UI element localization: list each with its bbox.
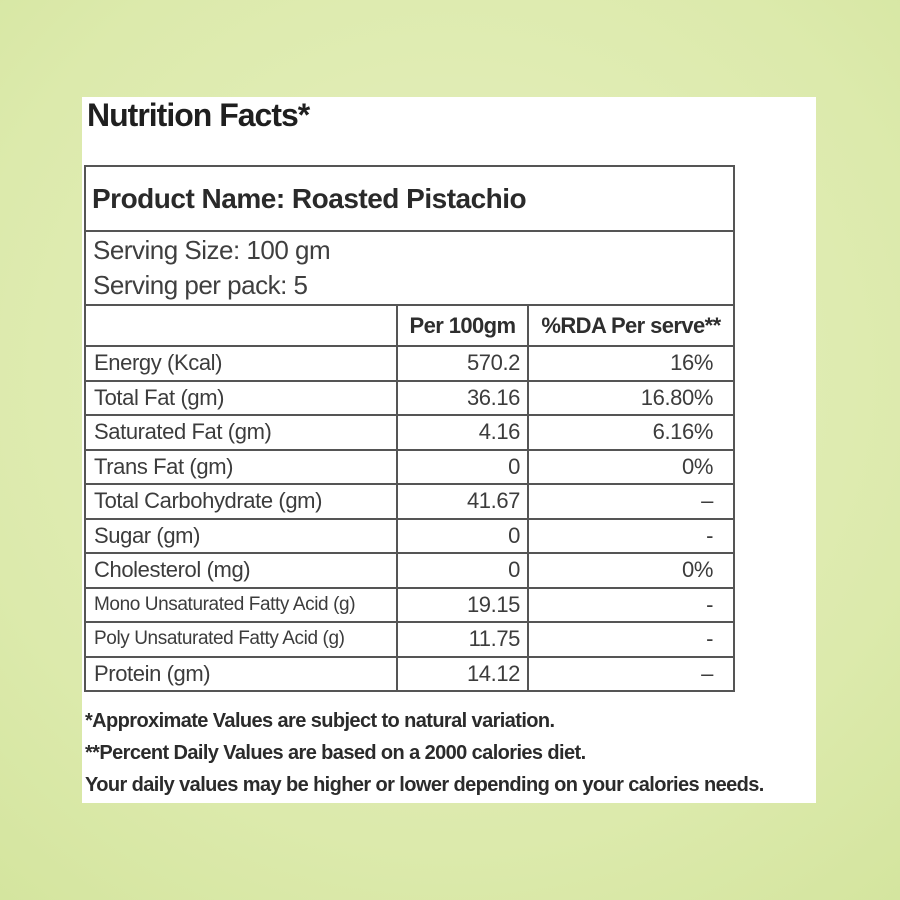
nutrient-label: Energy (Kcal) (84, 345, 398, 382)
nutrient-label: Mono Unsaturated Fatty Acid (g) (84, 586, 398, 623)
nutrient-rda: - (527, 517, 735, 554)
serving-info-row: Serving Size: 100 gm Serving per pack: 5 (84, 230, 735, 306)
table-row-poly-unsaturated: Poly Unsaturated Fatty Acid (g) 11.75 - (84, 621, 735, 658)
nutrient-label: Poly Unsaturated Fatty Acid (g) (84, 621, 398, 658)
nutrient-value: 14.12 (396, 655, 529, 692)
nutrient-rda: 16% (527, 345, 735, 382)
nutrient-rda: 16.80% (527, 379, 735, 416)
nutrient-value: 41.67 (396, 483, 529, 520)
nutrient-label: Saturated Fat (gm) (84, 414, 398, 451)
nutrient-label: Total Carbohydrate (gm) (84, 483, 398, 520)
table-row-cholesterol: Cholesterol (mg) 0 0% (84, 552, 735, 589)
table-row-energy: Energy (Kcal) 570.2 16% (84, 345, 735, 382)
nutrient-rda: - (527, 621, 735, 658)
nutrient-value: 36.16 (396, 379, 529, 416)
nutrient-value: 570.2 (396, 345, 529, 382)
serving-size: Serving Size: 100 gm (93, 235, 331, 265)
nutrient-rda: – (527, 483, 735, 520)
serving-per-pack: Serving per pack: 5 (93, 270, 308, 300)
nutrient-label: Cholesterol (mg) (84, 552, 398, 589)
nutrient-rda: 0% (527, 552, 735, 589)
nutrient-rda: 6.16% (527, 414, 735, 451)
nutrient-label: Trans Fat (gm) (84, 448, 398, 485)
nutrient-rda: 0% (527, 448, 735, 485)
table-row-saturated-fat: Saturated Fat (gm) 4.16 6.16% (84, 414, 735, 451)
page-title: Nutrition Facts* (87, 97, 310, 133)
nutrient-value: 0 (396, 448, 529, 485)
column-header-per-100gm: Per 100gm (396, 304, 529, 347)
nutrient-value: 19.15 (396, 586, 529, 623)
footnote-percent-daily-values: **Percent Daily Values are based on a 20… (85, 742, 586, 764)
table-row-total-carbohydrate: Total Carbohydrate (gm) 41.67 – (84, 483, 735, 520)
table-row-protein: Protein (gm) 14.12 – (84, 655, 735, 692)
table-row-total-fat: Total Fat (gm) 36.16 16.80% (84, 379, 735, 416)
product-name: Product Name: Roasted Pistachio (84, 165, 735, 232)
column-header-empty (84, 304, 398, 347)
column-header-rda-per-serve: %RDA Per serve** (527, 304, 735, 347)
nutrient-value: 4.16 (396, 414, 529, 451)
nutrition-label-panel: Nutrition Facts* Product Name: Roasted P… (82, 97, 816, 803)
nutrient-value: 11.75 (396, 621, 529, 658)
nutrient-label: Sugar (gm) (84, 517, 398, 554)
table-row-mono-unsaturated: Mono Unsaturated Fatty Acid (g) 19.15 - (84, 586, 735, 623)
footnotes: *Approximate Values are subject to natur… (85, 705, 813, 801)
footnote-daily-values-note: Your daily values may be higher or lower… (85, 774, 764, 796)
nutrient-label: Total Fat (gm) (84, 379, 398, 416)
nutrient-rda: - (527, 586, 735, 623)
nutrient-value: 0 (396, 517, 529, 554)
nutrient-value: 0 (396, 552, 529, 589)
table-row-trans-fat: Trans Fat (gm) 0 0% (84, 448, 735, 485)
product-name-row: Product Name: Roasted Pistachio (84, 165, 735, 232)
footnote-approximate-values: *Approximate Values are subject to natur… (85, 710, 555, 732)
nutrient-label: Protein (gm) (84, 655, 398, 692)
nutrient-rda: – (527, 655, 735, 692)
nutrition-table: Product Name: Roasted Pistachio Serving … (84, 165, 735, 692)
column-header-row: Per 100gm %RDA Per serve** (84, 304, 735, 347)
table-row-sugar: Sugar (gm) 0 - (84, 517, 735, 554)
serving-info-cell: Serving Size: 100 gm Serving per pack: 5 (84, 230, 735, 306)
